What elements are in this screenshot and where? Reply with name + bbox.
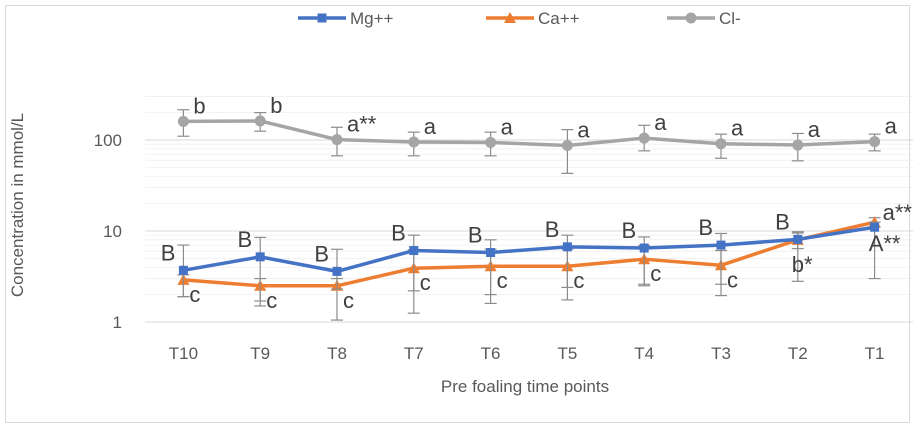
significance-label: B — [238, 227, 253, 252]
data-point-square — [793, 234, 803, 244]
x-tick-label: T4 — [634, 344, 654, 363]
significance-label: B — [545, 217, 560, 242]
legend-marker-triangle — [504, 12, 516, 23]
data-point-square — [255, 252, 265, 262]
x-tick-label: T3 — [711, 344, 731, 363]
legend: Mg++ Ca++ Cl- — [298, 9, 741, 28]
data-point-square — [486, 248, 496, 258]
legend-marker-square — [317, 13, 327, 23]
significance-label: B — [698, 215, 713, 240]
data-point-circle — [485, 136, 497, 148]
x-tick-label: T8 — [327, 344, 347, 363]
data-point-circle — [254, 115, 266, 127]
significance-label: B — [775, 209, 790, 234]
data-point-square — [562, 242, 572, 252]
x-tick-label: T9 — [250, 344, 270, 363]
x-tick-label: T1 — [865, 344, 885, 363]
significance-label: a — [808, 117, 821, 142]
significance-label: B — [622, 218, 637, 243]
significance-label: c — [343, 288, 354, 313]
x-tick-label: T7 — [404, 344, 424, 363]
significance-label: c — [497, 268, 508, 293]
legend-label: Ca++ — [538, 9, 580, 28]
chart-frame — [5, 5, 910, 423]
data-point-circle — [792, 139, 804, 151]
significance-label: b* — [792, 252, 813, 277]
significance-labels: B B B B B B B B B A** c c c c c c c c b* a** b b a** a a a a a a a — [161, 93, 913, 313]
significance-label: b — [193, 93, 205, 118]
y-axis-ticks: 1 10 100 — [94, 131, 122, 332]
data-point-circle — [408, 136, 420, 148]
series-line — [183, 220, 875, 288]
y-tick-label: 100 — [94, 131, 122, 150]
significance-label: b — [270, 93, 282, 118]
significance-label: c — [573, 268, 584, 293]
legend-label: Mg++ — [350, 9, 394, 28]
significance-label: B — [314, 241, 329, 266]
significance-label: c — [650, 261, 661, 286]
significance-label: B — [391, 221, 406, 246]
series-line — [183, 225, 875, 274]
significance-label: c — [189, 282, 200, 307]
series-line — [183, 119, 875, 148]
data-point-circle — [715, 138, 727, 150]
significance-label: a** — [883, 200, 913, 225]
significance-label: a — [577, 118, 590, 143]
y-tick-label: 1 — [113, 313, 122, 332]
data-point-circle — [331, 134, 343, 146]
x-tick-label: T10 — [169, 344, 198, 363]
significance-label: a — [731, 116, 744, 141]
significance-label: a — [501, 114, 514, 139]
series-group: B B B B B B B B B A** c c c c c c c c b* a** b b a** a a a a a a a — [161, 93, 913, 321]
data-point-circle — [177, 115, 189, 127]
significance-label: a — [424, 114, 437, 139]
data-point-square — [409, 246, 419, 256]
data-point-square — [716, 240, 726, 250]
x-tick-label: T5 — [557, 344, 577, 363]
significance-label: a — [654, 110, 667, 135]
data-point-square — [178, 265, 188, 275]
x-tick-label: T6 — [481, 344, 501, 363]
significance-label: a** — [347, 112, 377, 137]
data-point-circle — [638, 132, 650, 144]
x-axis-ticks: T10 T9 T8 T7 T6 T5 T4 T3 T2 T1 — [169, 344, 885, 363]
series-cl — [177, 109, 881, 174]
significance-label: B — [161, 240, 176, 265]
legend-marker-circle — [685, 12, 697, 24]
legend-label: Cl- — [719, 9, 741, 28]
x-axis-title: Pre foaling time points — [441, 377, 609, 396]
data-point-square — [870, 222, 880, 232]
significance-label: c — [727, 267, 738, 292]
y-axis-title: Concentration in mmol/L — [8, 113, 27, 297]
data-point-square — [639, 243, 649, 253]
significance-label: a — [885, 114, 898, 139]
data-point-square — [332, 266, 342, 276]
significance-label: B — [468, 223, 483, 248]
significance-label: A** — [869, 231, 901, 256]
x-tick-label: T2 — [788, 344, 808, 363]
data-point-circle — [869, 136, 881, 148]
y-tick-label: 10 — [103, 222, 122, 241]
series-mg — [177, 221, 881, 302]
significance-label: c — [420, 270, 431, 295]
significance-label: c — [266, 288, 277, 313]
data-point-circle — [561, 140, 573, 152]
